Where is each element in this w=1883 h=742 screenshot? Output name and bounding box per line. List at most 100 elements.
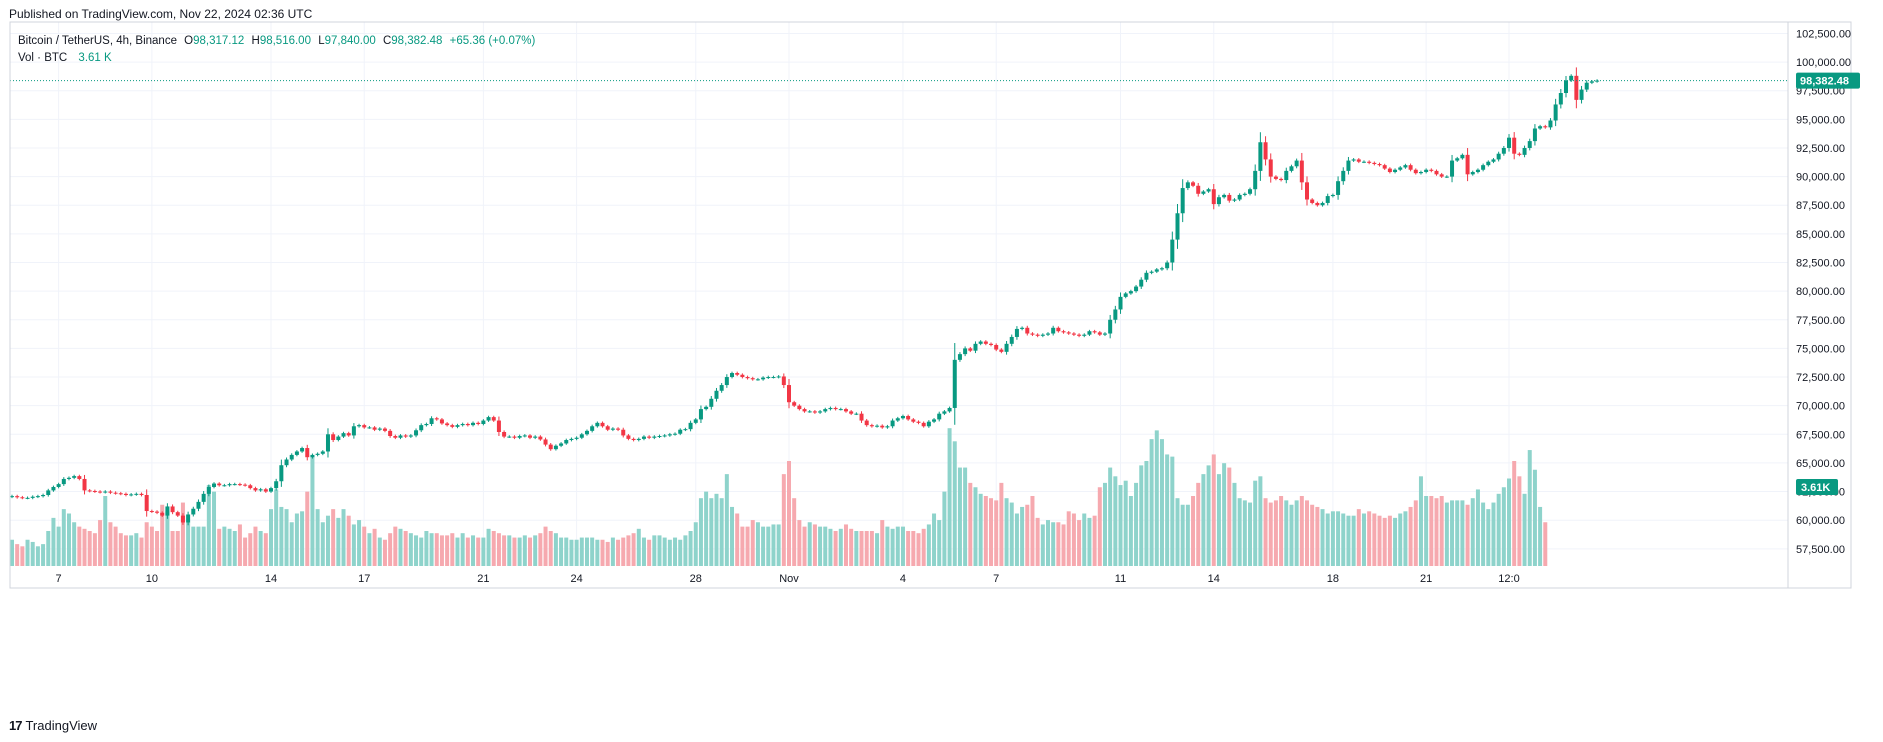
volume-label[interactable]: Vol · BTC bbox=[18, 52, 68, 64]
candle-body bbox=[740, 374, 745, 378]
volume-bar bbox=[662, 537, 667, 566]
volume-bar bbox=[263, 533, 268, 566]
candle-body bbox=[1595, 80, 1600, 82]
candle-body bbox=[1584, 82, 1589, 90]
volume-bar bbox=[201, 526, 206, 566]
time-tick-label: 28 bbox=[690, 573, 702, 585]
candle-body bbox=[284, 459, 289, 466]
candle-body bbox=[1097, 332, 1102, 335]
volume-bar bbox=[1289, 504, 1294, 566]
time-tick-label: Nov bbox=[779, 573, 799, 585]
candle-body bbox=[465, 423, 470, 426]
volume-bar bbox=[1180, 504, 1185, 566]
candle-body bbox=[833, 407, 838, 410]
volume-bar bbox=[1051, 522, 1056, 566]
volume-bar bbox=[450, 533, 455, 566]
volume-bar bbox=[336, 517, 341, 566]
volume-bar bbox=[802, 526, 807, 566]
volume-bar bbox=[180, 502, 185, 566]
candle-body bbox=[626, 435, 631, 439]
open-label: O bbox=[184, 35, 194, 47]
candle-body bbox=[911, 419, 916, 422]
volume-bar bbox=[227, 528, 232, 566]
candle-body bbox=[1201, 191, 1206, 194]
volume-bar bbox=[968, 482, 973, 566]
candle-body bbox=[1538, 126, 1543, 129]
volume-bar bbox=[284, 509, 289, 566]
volume-bar bbox=[393, 526, 398, 566]
candle-body bbox=[766, 377, 771, 379]
plot-border bbox=[9, 21, 1852, 589]
volume-bar bbox=[512, 537, 517, 566]
volume-bar bbox=[1475, 489, 1480, 566]
volume-bar bbox=[1320, 509, 1325, 566]
candle-body bbox=[25, 497, 30, 499]
volume-bar bbox=[906, 531, 911, 566]
volume-bar bbox=[631, 533, 636, 566]
volume-bar bbox=[1025, 504, 1030, 566]
time-tick-label: 17 bbox=[358, 573, 370, 585]
volume-bar bbox=[1330, 511, 1335, 566]
time-tick-label: 12:0 bbox=[1498, 573, 1519, 585]
volume-bar bbox=[346, 515, 351, 566]
candle-body bbox=[657, 436, 662, 438]
candle-body bbox=[1248, 189, 1253, 194]
candle-body bbox=[1418, 172, 1423, 174]
price-tick-label: 87,500.00 bbox=[1796, 200, 1845, 212]
volume-bar bbox=[496, 533, 501, 566]
volume-bar bbox=[584, 537, 589, 566]
candle-body bbox=[652, 436, 657, 438]
candle-body bbox=[149, 511, 154, 513]
candle-body bbox=[1191, 182, 1196, 186]
volume-bar bbox=[310, 456, 315, 566]
candle-body bbox=[1512, 137, 1517, 154]
volume-bar bbox=[641, 537, 646, 566]
candle-body bbox=[1258, 142, 1263, 171]
candle-body bbox=[641, 436, 646, 439]
volume-bar bbox=[217, 528, 222, 566]
volume-bar bbox=[1206, 465, 1211, 566]
volume-bar bbox=[1315, 506, 1320, 566]
time-tick-label: 24 bbox=[570, 573, 582, 585]
volume-bar bbox=[1253, 480, 1258, 566]
candle-body bbox=[20, 497, 25, 499]
candle-body bbox=[823, 409, 828, 412]
candle-body bbox=[937, 413, 942, 420]
volume-bar bbox=[543, 526, 548, 566]
candle-body bbox=[957, 354, 962, 360]
candle-body bbox=[1206, 189, 1211, 192]
candle-body bbox=[838, 409, 843, 411]
tradingview-footer[interactable]: 17 TradingView bbox=[9, 718, 97, 733]
price-tick-label: 90,000.00 bbox=[1796, 172, 1845, 184]
volume-bar bbox=[388, 533, 393, 566]
volume-bar bbox=[771, 524, 776, 566]
candle-body bbox=[1170, 239, 1175, 263]
volume-bar bbox=[476, 537, 481, 566]
high-label: H bbox=[251, 35, 260, 47]
candle-body bbox=[476, 422, 481, 424]
candle-body bbox=[160, 512, 165, 516]
volume-bar bbox=[812, 524, 817, 566]
candle-body bbox=[237, 484, 242, 486]
candle-body bbox=[647, 436, 652, 438]
candle-body bbox=[812, 411, 817, 413]
candle-body bbox=[1372, 162, 1377, 165]
candle-body bbox=[875, 425, 880, 427]
candle-body bbox=[1579, 89, 1584, 100]
volume-bar bbox=[600, 539, 605, 566]
candle-body bbox=[574, 437, 579, 439]
price-tick-label: 60,000.00 bbox=[1796, 515, 1845, 527]
volume-bar bbox=[300, 511, 305, 566]
volume-bar bbox=[1020, 506, 1025, 566]
volume-bar bbox=[1351, 515, 1356, 566]
volume-bar bbox=[937, 520, 942, 566]
volume-bar bbox=[564, 537, 569, 566]
candle-body bbox=[989, 343, 994, 345]
candle-body bbox=[1025, 327, 1030, 334]
volume-bar bbox=[1144, 461, 1149, 566]
symbol-label[interactable]: Bitcoin / TetherUS, 4h, Binance bbox=[18, 35, 177, 47]
volume-bar bbox=[82, 528, 87, 566]
volume-bar bbox=[486, 528, 491, 566]
candle-body bbox=[1429, 169, 1434, 171]
